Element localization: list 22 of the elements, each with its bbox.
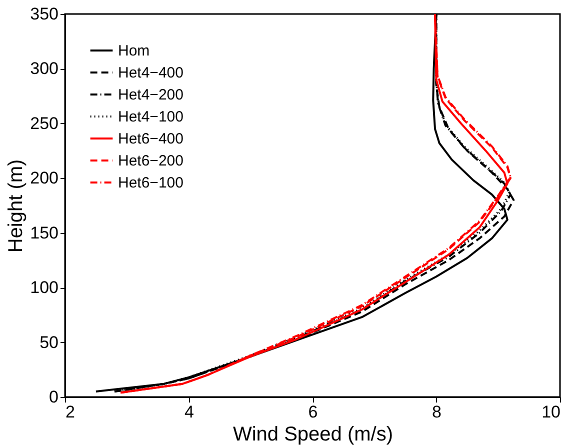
y-tick-label: 200 (30, 168, 58, 188)
x-tick-label: 2 (66, 402, 75, 422)
legend-label: Hom (118, 42, 150, 60)
y-axis-title: Height (m) (5, 159, 28, 253)
y-tick-label: 0 (49, 388, 58, 406)
y-tick-label: 350 (30, 4, 58, 24)
x-tick-label: 10 (542, 402, 560, 422)
x-tick-label: 8 (432, 402, 442, 422)
legend-label: Het6−400 (118, 130, 184, 148)
x-tick-label: 4 (184, 402, 194, 422)
y-tick-label: 50 (40, 332, 58, 352)
y-tick-label: 150 (30, 223, 58, 242)
y-tick-label: 300 (30, 59, 58, 78)
x-tick-label: 6 (308, 402, 318, 422)
legend-label: Het4−400 (118, 64, 184, 82)
x-axis-title: Wind Speed (m/s) (232, 424, 394, 446)
legend-label: Het6−200 (118, 152, 184, 170)
legend-label: Het6−100 (118, 174, 184, 192)
legend-label: Het4−200 (118, 86, 184, 104)
y-tick-label: 250 (30, 114, 58, 133)
y-tick-label: 100 (30, 278, 58, 298)
legend-label: Het4−100 (118, 108, 184, 126)
